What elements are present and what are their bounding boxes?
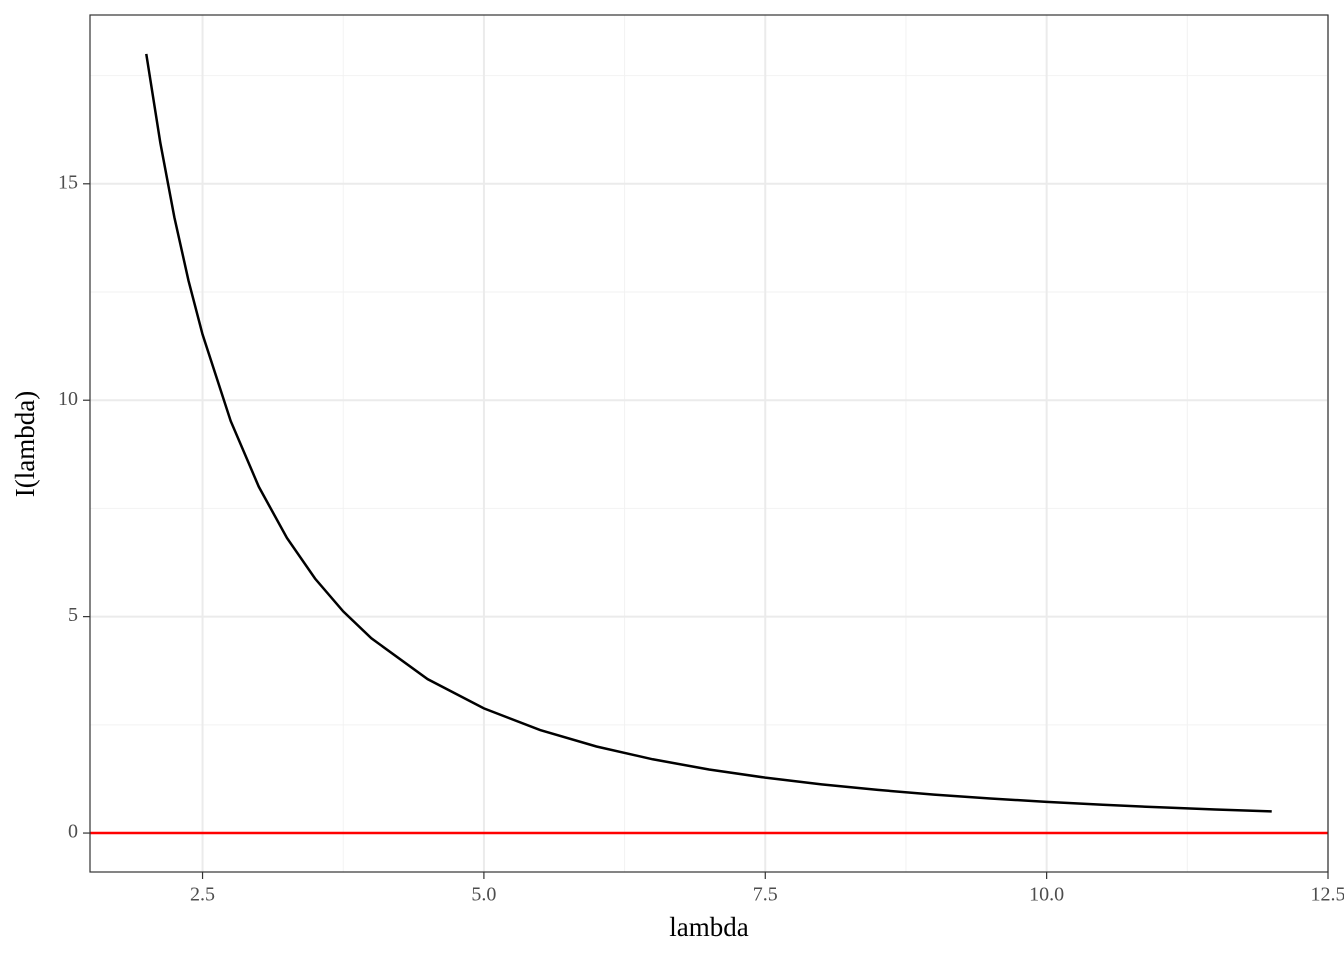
y-axis-title: I(lambda) — [10, 391, 40, 497]
x-axis-title: lambda — [669, 912, 748, 942]
y-tick-label: 15 — [58, 171, 78, 193]
line — [145, 53, 1272, 813]
y-tick-label: 5 — [68, 604, 78, 626]
x-tick-label: 12.5 — [1311, 884, 1344, 906]
x-tick-label: 2.5 — [190, 884, 215, 906]
y-tick-label: 10 — [58, 388, 78, 410]
x-tick-label: 5.0 — [471, 884, 496, 906]
y-tick-label: 0 — [68, 821, 78, 843]
x-tick-label: 7.5 — [753, 884, 778, 906]
panel-border — [89, 14, 1329, 873]
x-tick-label: 10.0 — [1029, 884, 1064, 906]
